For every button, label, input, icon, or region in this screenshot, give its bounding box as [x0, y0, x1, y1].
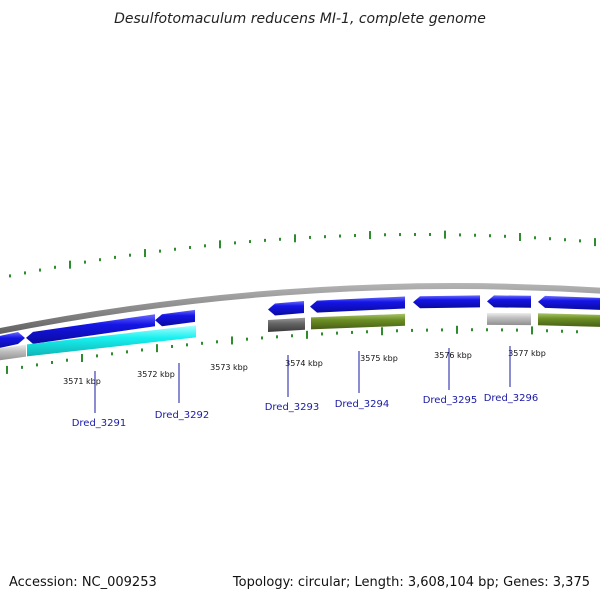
gene-feature-green[interactable] [311, 313, 405, 330]
inner-tick-ring [6, 325, 578, 374]
scale-label: 3573 kbp [210, 363, 248, 372]
outer-tick-ring [9, 230, 596, 278]
scale-label: 3577 kbp [508, 349, 546, 358]
gene-feature-grey[interactable] [487, 312, 531, 326]
gene-feature-blue[interactable] [413, 295, 480, 309]
scale-label: 3571 kbp [63, 377, 101, 386]
gene-feature-blue[interactable] [538, 295, 600, 310]
gene-label-link[interactable]: Dred_3291 [72, 418, 127, 429]
gene-feature-green[interactable] [538, 313, 600, 327]
accession-text: Accession: NC_009253 [9, 575, 157, 590]
gene-feature-blue[interactable] [268, 300, 304, 316]
genome-backbone [0, 283, 600, 335]
gene-feature-blue[interactable] [310, 296, 405, 313]
gene-features [0, 295, 600, 361]
genome-summary-text: Topology: circular; Length: 3,608,104 bp… [232, 575, 590, 590]
gene-label-link[interactable]: Dred_3296 [484, 393, 539, 404]
gene-feature-grey[interactable] [268, 317, 305, 332]
gene-label-link[interactable]: Dred_3293 [265, 402, 320, 413]
gene-feature-blue[interactable] [487, 295, 531, 308]
gene-feature-grey[interactable] [0, 344, 26, 361]
scale-label: 3572 kbp [137, 370, 175, 379]
gene-feature-cyan[interactable] [27, 325, 196, 357]
map-title: Desulfotomaculum reducens MI-1, complete… [114, 11, 486, 27]
gene-feature-blue[interactable] [155, 309, 195, 327]
gene-feature-blue[interactable] [26, 314, 155, 344]
gene-label-link[interactable]: Dred_3294 [335, 399, 390, 410]
scale-label: 3576 kbp [434, 351, 472, 360]
scale-label: 3575 kbp [360, 354, 398, 363]
scale-labels: 3571 kbp 3572 kbp 3573 kbp 3574 kbp 3575 kbp… [63, 349, 546, 386]
gene-labels: Dred_3291 Dred_3292 Dred_3293 Dred_3294 Dred… [72, 346, 539, 429]
gene-label-link[interactable]: Dred_3292 [155, 410, 210, 421]
gene-feature-blue[interactable] [0, 332, 25, 349]
scale-label: 3574 kbp [285, 359, 323, 368]
gene-label-link[interactable]: Dred_3295 [423, 395, 478, 406]
